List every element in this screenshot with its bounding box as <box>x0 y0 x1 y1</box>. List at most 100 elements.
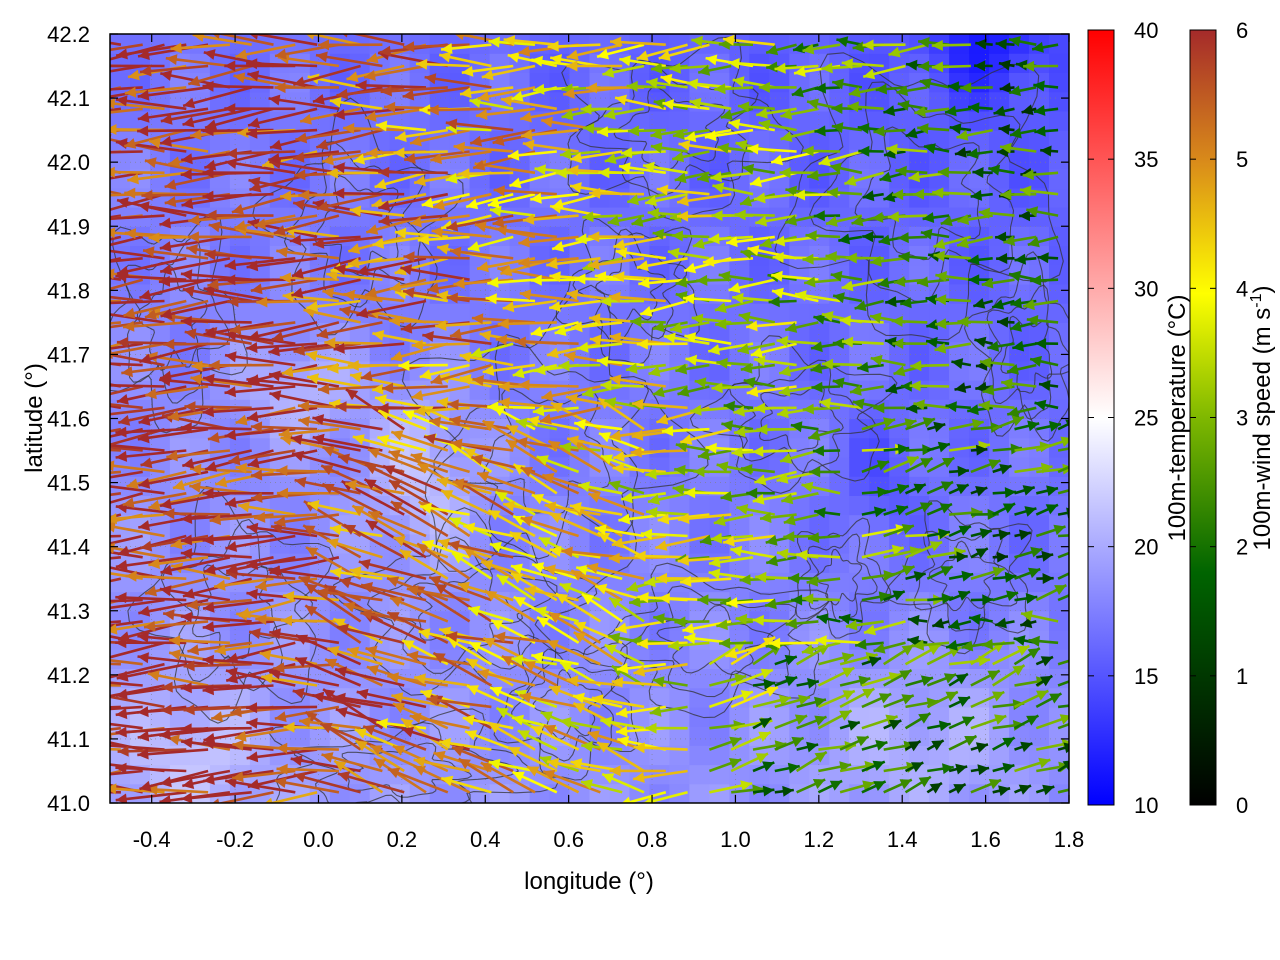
heat-cell <box>110 303 131 323</box>
heat-cell <box>889 783 910 803</box>
heat-cell <box>769 130 790 150</box>
heat-cell <box>869 783 890 803</box>
wind-arrow-head <box>94 60 105 71</box>
heat-cell <box>949 187 970 208</box>
heat-cell <box>1049 399 1069 420</box>
heat-cell <box>869 110 890 131</box>
heat-cell <box>349 399 371 420</box>
heat-cell <box>269 303 291 323</box>
heat-cell <box>929 380 950 400</box>
heat-cell <box>209 53 231 73</box>
heat-cell <box>429 380 451 400</box>
heat-cell <box>689 687 710 708</box>
wind-arrow-head <box>95 692 107 703</box>
heat-cell <box>569 303 591 323</box>
heat-cell <box>849 745 870 766</box>
heat-cell <box>689 726 710 746</box>
heat-cell <box>789 476 810 496</box>
wind-arrow-head <box>52 266 64 277</box>
heat-cell <box>909 591 930 612</box>
heat-cell <box>769 649 790 669</box>
heat-cell <box>449 726 471 746</box>
heat-cell <box>709 783 730 803</box>
heat-cell <box>989 591 1010 612</box>
heat-cell <box>629 110 651 131</box>
heat-cell <box>889 303 910 323</box>
heat-cell <box>349 783 371 803</box>
heat-cell <box>989 399 1010 420</box>
heat-cell <box>130 149 151 170</box>
heat-cell <box>549 226 571 246</box>
heat-cell <box>249 34 271 54</box>
heat-cell <box>189 706 211 727</box>
heat-cell <box>249 533 271 554</box>
heat-cell <box>309 110 331 131</box>
heat-cell <box>909 553 930 573</box>
heat-cell <box>169 687 191 708</box>
heat-cell <box>349 745 371 766</box>
heat-cell <box>269 283 291 304</box>
heat-cell <box>689 783 710 803</box>
heat-cell <box>189 34 211 54</box>
heat-cell <box>1029 764 1050 785</box>
heat-cell <box>649 437 670 458</box>
heat-cell <box>629 649 651 669</box>
heat-cell <box>709 187 730 208</box>
heat-cell <box>569 34 591 54</box>
heat-cell <box>110 149 131 170</box>
heat-cell <box>1049 72 1069 93</box>
heat-cell <box>769 72 790 93</box>
heat-cell <box>289 303 311 323</box>
heat-cell <box>669 110 690 131</box>
heat-cell <box>709 495 730 516</box>
heat-cell <box>209 283 231 304</box>
heat-cell <box>729 322 750 343</box>
heat-cell <box>849 457 870 477</box>
heat-cell <box>669 687 690 708</box>
wind-arrow-head <box>53 496 65 507</box>
heat-cell <box>569 533 591 554</box>
heat-cell <box>789 745 810 766</box>
heat-cell <box>1049 380 1069 400</box>
heat-cell <box>569 130 591 150</box>
heat-cell <box>829 322 850 343</box>
plot-area <box>51 34 1069 803</box>
heat-cell <box>749 149 770 170</box>
heat-cell <box>489 783 511 803</box>
heat-cell <box>849 437 870 458</box>
wind-arrow-head <box>51 111 63 122</box>
heat-cell <box>649 245 670 266</box>
wind-arrow-head <box>74 774 86 785</box>
heat-cell <box>669 764 690 785</box>
heat-cell <box>949 53 970 73</box>
heat-cell <box>489 168 511 189</box>
heat-cell <box>549 130 571 150</box>
heat-cell <box>349 437 371 458</box>
heat-cell <box>949 264 970 285</box>
heat-cell <box>889 399 910 420</box>
heat-cell <box>889 572 910 593</box>
heat-cell <box>1049 130 1069 150</box>
wind-arrow-head <box>54 442 65 453</box>
heat-cell <box>409 514 431 535</box>
heat-cell <box>829 591 850 612</box>
heat-cell <box>789 630 810 650</box>
heat-cell <box>229 187 251 208</box>
wind-arrow-head <box>76 325 88 336</box>
heat-cell <box>150 53 171 73</box>
heat-cell <box>489 110 511 131</box>
wind-arrow-head <box>73 626 85 637</box>
wind-arrow-head <box>51 265 63 276</box>
heat-cell <box>789 341 810 362</box>
heat-cell <box>1049 630 1069 650</box>
heat-cell <box>689 495 710 516</box>
heat-cell <box>229 687 251 708</box>
heat-cell <box>609 783 631 803</box>
heat-cell <box>809 783 830 803</box>
heat-cell <box>309 514 331 535</box>
wind-arrow-head <box>72 705 83 716</box>
heat-cell <box>169 360 191 381</box>
heat-cell <box>369 591 391 612</box>
heat-cell <box>269 649 291 669</box>
